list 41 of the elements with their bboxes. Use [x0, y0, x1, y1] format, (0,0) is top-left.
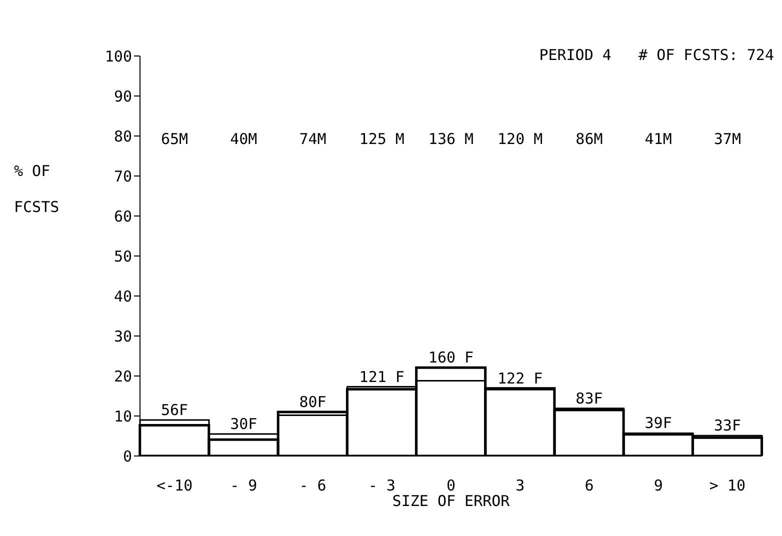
y-tick-label: 20: [114, 367, 132, 386]
annotation: 41M: [644, 130, 672, 148]
annotation: 40M: [230, 130, 258, 148]
x-tick-label: 9: [654, 476, 663, 495]
x-tick-label: - 9: [230, 476, 258, 495]
annotation: 121 F: [359, 368, 404, 386]
y-tick-label: 70: [114, 167, 132, 186]
annotation: 65M: [161, 130, 188, 148]
annotation: 33F: [714, 416, 741, 435]
y-tick-label: 10: [114, 407, 132, 426]
x-tick-label: > 10: [709, 476, 746, 495]
text: % OF FCSTS: [14, 162, 60, 216]
x-tick-label: 3: [516, 476, 525, 495]
annotation: 56F: [161, 401, 188, 419]
x-tick-label: - 3: [368, 476, 396, 495]
annotation: 86M: [576, 130, 603, 148]
chart-title: PERIOD 4 # OF FCSTS: 724: [539, 46, 774, 64]
x-tick-label: 0: [446, 476, 456, 495]
y-tick-label: 80: [114, 127, 132, 146]
annotation: 74M: [299, 130, 326, 148]
x-axis-title: SIZE OF ERROR: [392, 492, 511, 510]
annotation: 120 M: [498, 130, 543, 148]
y-tick-label: 40: [114, 287, 132, 306]
y-tick-label: 100: [104, 47, 132, 66]
annotation: 30F: [230, 415, 258, 433]
annotation: 39F: [644, 414, 672, 432]
y-tick-label: 50: [114, 247, 132, 266]
annotation: 160 F: [428, 348, 474, 367]
y-tick-label: 30: [114, 327, 132, 346]
y-tick-label: 90: [114, 87, 132, 106]
annotation: 83F: [576, 389, 603, 408]
y-tick-label: 0: [122, 447, 132, 466]
annotation: 37M: [714, 130, 741, 148]
x-tick-label: 6: [584, 476, 594, 495]
annotation: 125 M: [359, 130, 404, 148]
annotation: 136 M: [428, 130, 474, 148]
annotation: 80F: [299, 393, 326, 411]
x-tick-label: <-10: [156, 476, 193, 495]
annotation: 122 F: [498, 369, 543, 388]
x-tick-label: - 6: [299, 476, 326, 495]
y-tick-label: 60: [114, 207, 132, 226]
